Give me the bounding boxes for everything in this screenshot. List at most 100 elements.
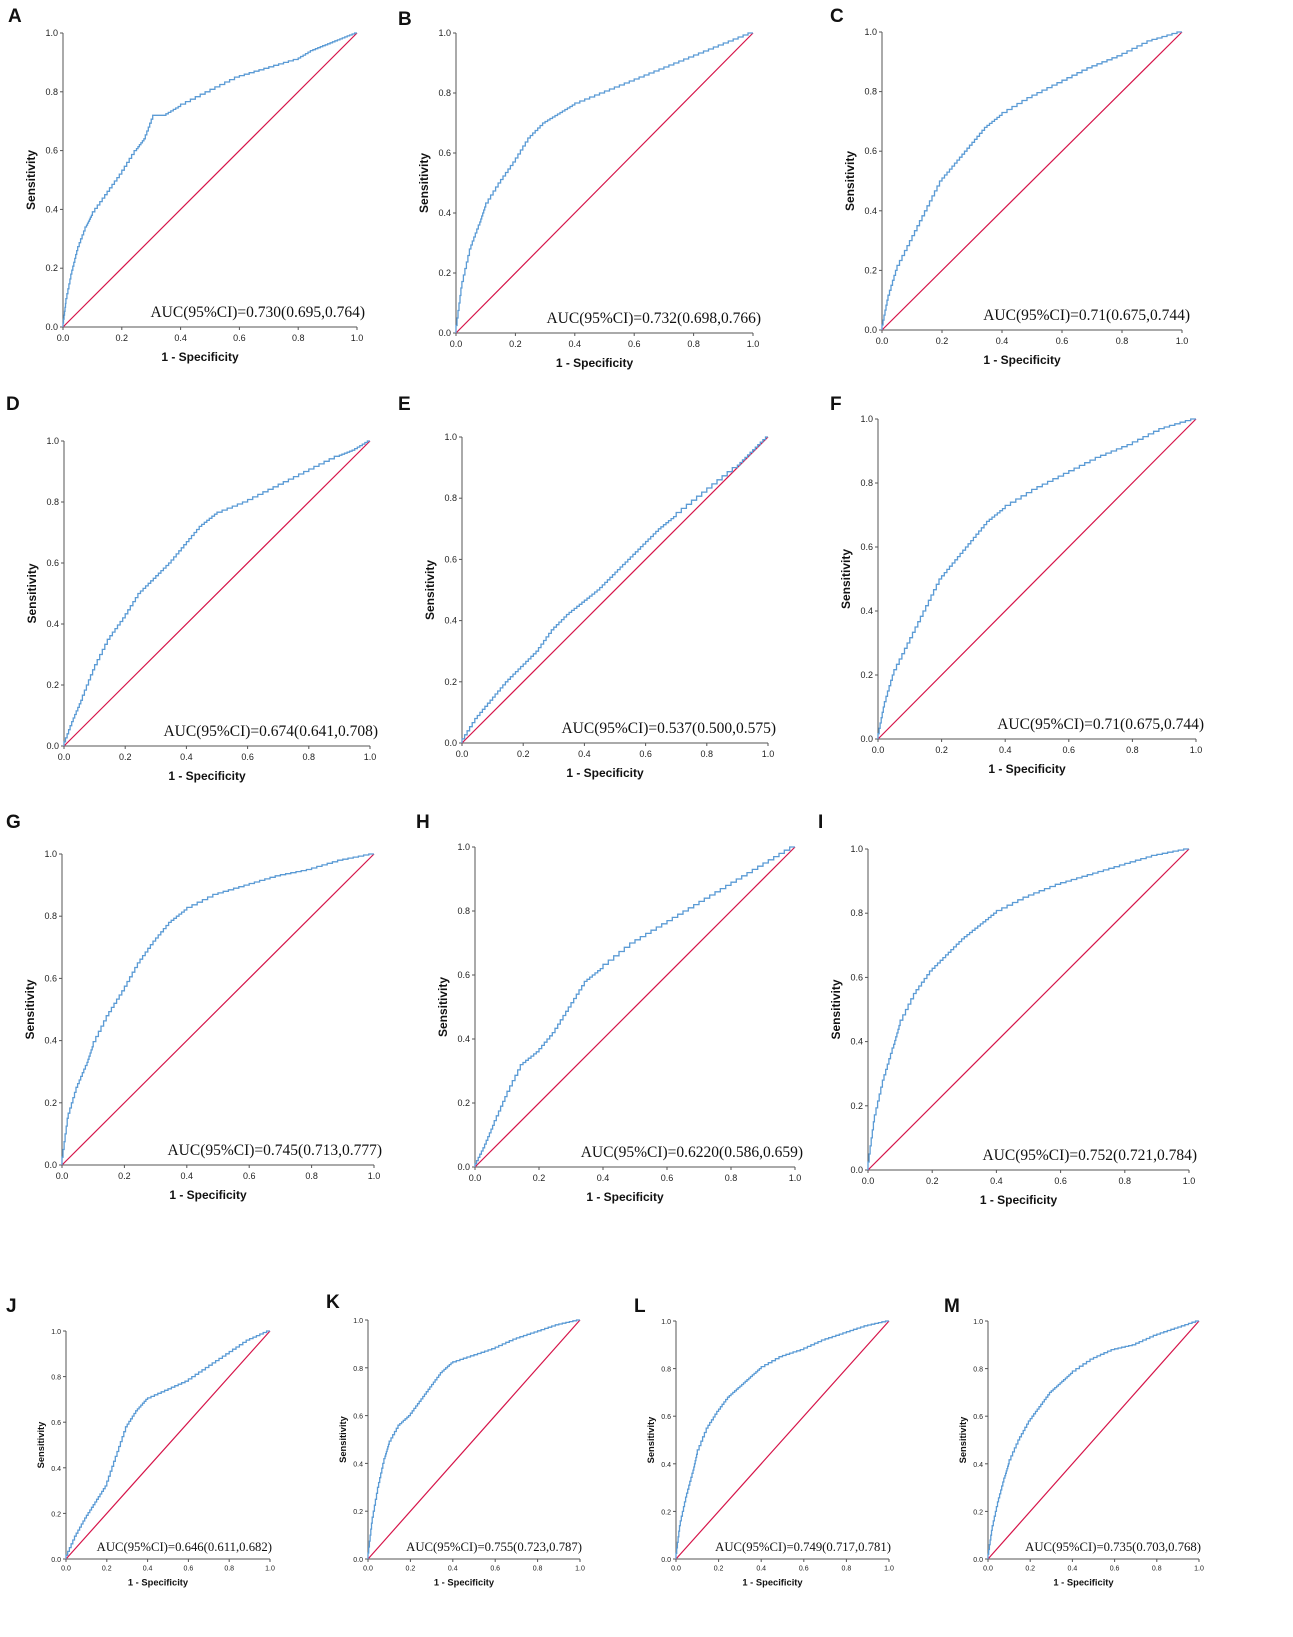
panel-letter-e: E xyxy=(398,394,411,415)
y-tick-label-a: 1.0 xyxy=(45,28,58,38)
x-tick-label-m: 0.6 xyxy=(1110,1565,1120,1572)
x-tick-label-a: 0.6 xyxy=(233,333,246,343)
x-tick-label-l: 0.6 xyxy=(799,1565,809,1572)
y-axis-title-b: Sensitivity xyxy=(417,153,431,213)
roc-curve-h xyxy=(474,846,795,1167)
x-tick-label-d: 0.0 xyxy=(58,752,71,762)
x-tick-label-f: 0.2 xyxy=(935,745,948,755)
x-tick-label-a: 1.0 xyxy=(351,333,364,343)
y-tick-label-b: 1.0 xyxy=(438,28,451,38)
x-tick-label-m: 0.8 xyxy=(1152,1565,1162,1572)
auc-annotation-g: AUC(95%CI)=0.745(0.713,0.777) xyxy=(167,1142,382,1159)
roc-curve-e xyxy=(461,436,768,743)
panel-letter-h: H xyxy=(416,812,430,833)
x-tick-label-i: 0.6 xyxy=(1054,1176,1067,1186)
x-tick-label-e: 0.4 xyxy=(578,749,591,759)
y-tick-label-e: 0.4 xyxy=(444,616,457,626)
x-axis-title-k: 1 - Specificity xyxy=(434,1578,495,1588)
x-tick-label-h: 1.0 xyxy=(789,1173,802,1183)
chart-panel-g: G 0.0 0.2 0.4 0.6 0.8 1.0 0.0 0.2 0.4 0.6 0.8 1.0 1 -… xyxy=(6,812,382,1202)
y-tick-label-c: 0.2 xyxy=(864,265,877,275)
x-axis-title-d: 1 - Specificity xyxy=(168,769,246,783)
roc-curve-k xyxy=(367,1319,580,1559)
x-tick-label-k: 0.0 xyxy=(363,1565,373,1572)
x-tick-label-f: 0.6 xyxy=(1063,745,1076,755)
y-tick-label-d: 0.6 xyxy=(46,558,59,568)
y-tick-label-d: 0.8 xyxy=(46,497,59,507)
auc-annotation-e: AUC(95%CI)=0.537(0.500,0.575) xyxy=(561,720,776,737)
y-tick-label-k: 0.0 xyxy=(353,1557,363,1564)
y-tick-label-m: 0.2 xyxy=(973,1509,983,1516)
x-tick-label-j: 0.0 xyxy=(61,1565,71,1572)
reference-line-e xyxy=(461,436,769,744)
panel-letter-f: F xyxy=(830,394,842,415)
y-tick-label-g: 0.0 xyxy=(44,1160,57,1170)
x-axis-title-i: 1 - Specificity xyxy=(980,1193,1058,1207)
y-tick-label-h: 0.8 xyxy=(457,906,470,916)
y-axis-title-h: Sensitivity xyxy=(436,977,450,1037)
x-tick-label-e: 0.8 xyxy=(701,749,714,759)
roc-curve-j xyxy=(65,1330,270,1559)
y-tick-label-i: 0.0 xyxy=(850,1165,863,1175)
y-tick-label-f: 0.6 xyxy=(860,542,873,552)
y-axis-title-d: Sensitivity xyxy=(25,563,39,623)
y-tick-label-k: 1.0 xyxy=(353,1318,363,1325)
y-tick-label-m: 0.4 xyxy=(973,1462,983,1469)
x-tick-label-c: 0.0 xyxy=(876,336,889,346)
reference-line-a xyxy=(62,32,358,328)
chart-panel-d: D 0.0 0.2 0.4 0.6 0.8 1.0 0.0 0.2 0.4 0.6 0.8 1.0 1 -… xyxy=(6,394,378,783)
chart-panel-i: I 0.0 0.2 0.4 0.6 0.8 1.0 0.0 0.2 0.4 0.6 0.8 1.0 1 -… xyxy=(818,812,1197,1207)
auc-annotation-a: AUC(95%CI)=0.730(0.695,0.764) xyxy=(150,304,365,321)
y-axis-title-g: Sensitivity xyxy=(23,979,37,1039)
y-tick-label-f: 0.4 xyxy=(860,606,873,616)
reference-line-l xyxy=(675,1320,890,1560)
reference-line-b xyxy=(455,32,754,334)
x-tick-label-c: 0.2 xyxy=(936,336,949,346)
y-tick-label-h: 1.0 xyxy=(457,842,470,852)
y-tick-label-j: 0.2 xyxy=(51,1511,61,1518)
chart-panel-l: L 0.0 0.2 0.4 0.6 0.8 1.0 0.0 0.2 0.4 0.6 0.8 1.0 1 -… xyxy=(634,1296,894,1588)
x-tick-label-j: 0.6 xyxy=(184,1565,194,1572)
x-tick-label-g: 0.8 xyxy=(305,1171,318,1181)
auc-annotation-i: AUC(95%CI)=0.752(0.721,0.784) xyxy=(982,1147,1197,1164)
x-tick-label-b: 1.0 xyxy=(747,339,760,349)
y-tick-label-a: 0.4 xyxy=(45,204,58,214)
y-tick-label-g: 0.2 xyxy=(44,1098,57,1108)
y-tick-label-c: 0.0 xyxy=(864,325,877,335)
panel-letter-b: B xyxy=(398,9,412,30)
panel-letter-d: D xyxy=(6,394,20,415)
x-tick-label-j: 0.2 xyxy=(102,1565,112,1572)
x-tick-label-c: 0.6 xyxy=(1056,336,1069,346)
x-axis-title-l: 1 - Specificity xyxy=(742,1578,803,1588)
x-tick-label-e: 0.6 xyxy=(639,749,652,759)
y-tick-label-i: 1.0 xyxy=(850,844,863,854)
x-tick-label-d: 1.0 xyxy=(364,752,377,762)
x-tick-label-j: 1.0 xyxy=(265,1565,275,1572)
x-tick-label-c: 0.4 xyxy=(996,336,1009,346)
y-tick-label-c: 0.8 xyxy=(864,87,877,97)
y-tick-label-m: 0.6 xyxy=(973,1414,983,1421)
y-tick-label-b: 0.2 xyxy=(438,268,451,278)
x-tick-label-b: 0.6 xyxy=(628,339,641,349)
y-tick-label-h: 0.6 xyxy=(457,970,470,980)
y-tick-label-d: 0.2 xyxy=(46,680,59,690)
y-tick-label-g: 0.4 xyxy=(44,1036,57,1046)
roc-curve-f xyxy=(877,418,1196,739)
x-tick-label-j: 0.8 xyxy=(224,1565,234,1572)
x-tick-label-a: 0.2 xyxy=(116,333,129,343)
y-axis-title-k: Sensitivity xyxy=(338,1415,348,1463)
y-tick-label-l: 0.4 xyxy=(661,1462,671,1469)
x-tick-label-k: 0.4 xyxy=(448,1565,458,1572)
chart-panel-a: A 0.0 0.2 0.4 0.6 0.8 1.0 0.0 0.2 0.4 0.6 0.8 1.0 1 -… xyxy=(8,6,365,364)
roc-curve-m xyxy=(987,1320,1199,1559)
chart-panel-j: J 0.0 0.2 0.4 0.6 0.8 1.0 0.0 0.2 0.4 0.6 0.8 1.0 1 -… xyxy=(6,1296,275,1588)
x-tick-label-c: 0.8 xyxy=(1116,336,1129,346)
y-tick-label-b: 0.0 xyxy=(438,328,451,338)
panel-letter-g: G xyxy=(6,812,21,833)
x-tick-label-g: 1.0 xyxy=(368,1171,381,1181)
auc-annotation-c: AUC(95%CI)=0.71(0.675,0.744) xyxy=(983,307,1190,324)
x-tick-label-a: 0.0 xyxy=(57,333,70,343)
y-tick-label-a: 0.8 xyxy=(45,87,58,97)
y-tick-label-f: 1.0 xyxy=(860,414,873,424)
y-tick-label-c: 0.4 xyxy=(864,206,877,216)
